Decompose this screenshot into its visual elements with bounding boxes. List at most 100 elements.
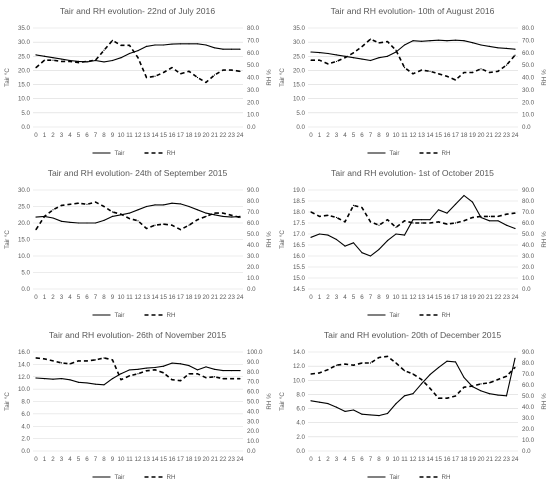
data-point-rh (395, 49, 397, 51)
x-tick-label: 13 (143, 456, 150, 463)
data-point-rh (514, 366, 516, 368)
data-point-tair (471, 42, 474, 44)
data-point-rh (446, 75, 448, 77)
data-point-rh (188, 224, 190, 226)
data-point-tair (213, 214, 216, 216)
y-right-tick-label: 30.0 (247, 87, 260, 94)
data-point-rh (497, 70, 499, 72)
y-left-tick-label: 4.0 (21, 423, 30, 430)
y-right-tick-label: 70.0 (247, 209, 260, 216)
x-tick-label: 13 (143, 294, 150, 301)
data-point-tair (196, 369, 199, 371)
y-left-tick-label: 20.0 (18, 220, 31, 227)
x-tick-label: 15 (435, 294, 442, 301)
y-right-tick-label: 30.0 (522, 87, 535, 94)
data-point-rh (77, 62, 80, 64)
data-point-rh (437, 73, 440, 75)
data-point-tair (437, 366, 440, 369)
data-point-tair (188, 205, 190, 208)
data-point-rh (239, 70, 241, 72)
data-point-rh (344, 221, 346, 223)
y-right-tick-label: 90.0 (522, 187, 535, 194)
data-point-tair (378, 57, 380, 59)
x-tick-label: 8 (377, 294, 381, 301)
data-point-rh (497, 215, 499, 217)
x-tick-label: 12 (410, 132, 417, 139)
y-right-tick-label: 50.0 (247, 62, 260, 69)
data-point-rh (120, 44, 122, 46)
x-tick-label: 9 (386, 456, 390, 463)
data-point-tair (128, 52, 131, 55)
data-point-rh (94, 59, 97, 61)
y-left-tick-label: 16.5 (293, 242, 306, 249)
y-right-tick-label: 50.0 (522, 393, 535, 400)
y-left-tick-label: 17.0 (293, 231, 306, 238)
data-point-rh (454, 79, 457, 81)
data-point-tair (412, 393, 414, 395)
chart-title: Tair and RH evolution- 24th of September… (48, 168, 228, 178)
y-right-tick-label: 10.0 (247, 112, 260, 119)
data-point-tair (213, 47, 216, 49)
data-point-rh (344, 363, 346, 365)
data-point-rh (52, 59, 54, 61)
data-point-tair (378, 248, 380, 250)
y-right-tick-label: 70.0 (522, 37, 535, 44)
x-tick-label: 22 (220, 456, 227, 463)
data-point-tair (171, 362, 173, 364)
x-tick-label: 18 (186, 456, 193, 463)
x-tick-label: 17 (177, 294, 184, 301)
x-tick-label: 22 (495, 456, 502, 463)
data-point-tair (318, 233, 321, 235)
x-tick-label: 23 (228, 132, 235, 139)
data-point-tair (361, 413, 363, 415)
data-point-tair (171, 43, 173, 45)
x-tick-label: 12 (410, 294, 417, 301)
x-tick-label: 24 (237, 456, 244, 463)
y-left-tick-label: 15.0 (293, 275, 306, 282)
y-right-tick-label: 60.0 (247, 50, 260, 57)
data-point-rh (420, 69, 423, 71)
x-tick-label: 18 (461, 456, 468, 463)
data-point-rh (111, 39, 114, 41)
data-point-rh (103, 205, 105, 208)
data-point-tair (386, 412, 389, 415)
legend-label-tair: Tair (390, 312, 400, 319)
data-point-tair (488, 45, 491, 47)
data-point-rh (60, 204, 63, 206)
data-point-rh (488, 71, 491, 74)
data-point-tair (188, 43, 190, 45)
data-point-rh (128, 375, 131, 377)
data-point-tair (86, 382, 88, 384)
data-point-rh (335, 216, 338, 219)
x-tick-label: 23 (503, 132, 510, 139)
x-tick-label: 15 (160, 294, 167, 301)
data-point-rh (420, 378, 423, 381)
x-tick-label: 0 (309, 294, 313, 301)
data-point-rh (395, 226, 397, 228)
data-point-rh (35, 67, 37, 69)
x-tick-label: 19 (194, 456, 201, 463)
y-left-tick-label: 15.0 (293, 82, 306, 89)
data-point-rh (471, 385, 474, 387)
data-point-rh (179, 380, 182, 382)
legend-label-rh: RH (167, 312, 176, 319)
data-point-tair (420, 219, 423, 221)
y-left-axis-label: Tair °C (279, 392, 286, 411)
x-tick-label: 4 (68, 456, 72, 463)
data-point-rh (403, 220, 406, 222)
data-point-rh (420, 222, 423, 224)
data-point-rh (43, 215, 46, 217)
data-point-tair (205, 44, 207, 46)
data-point-rh (154, 224, 156, 226)
x-tick-label: 9 (111, 456, 115, 463)
data-point-rh (344, 57, 346, 59)
data-point-tair (310, 400, 312, 402)
series-line-rh (35, 39, 241, 84)
data-point-tair (497, 394, 499, 396)
data-point-tair (188, 365, 190, 367)
data-point-rh (137, 220, 139, 222)
y-right-tick-label: 80.0 (522, 198, 535, 205)
x-tick-label: 17 (177, 456, 184, 463)
data-point-rh (505, 64, 508, 66)
x-tick-label: 19 (194, 294, 201, 301)
